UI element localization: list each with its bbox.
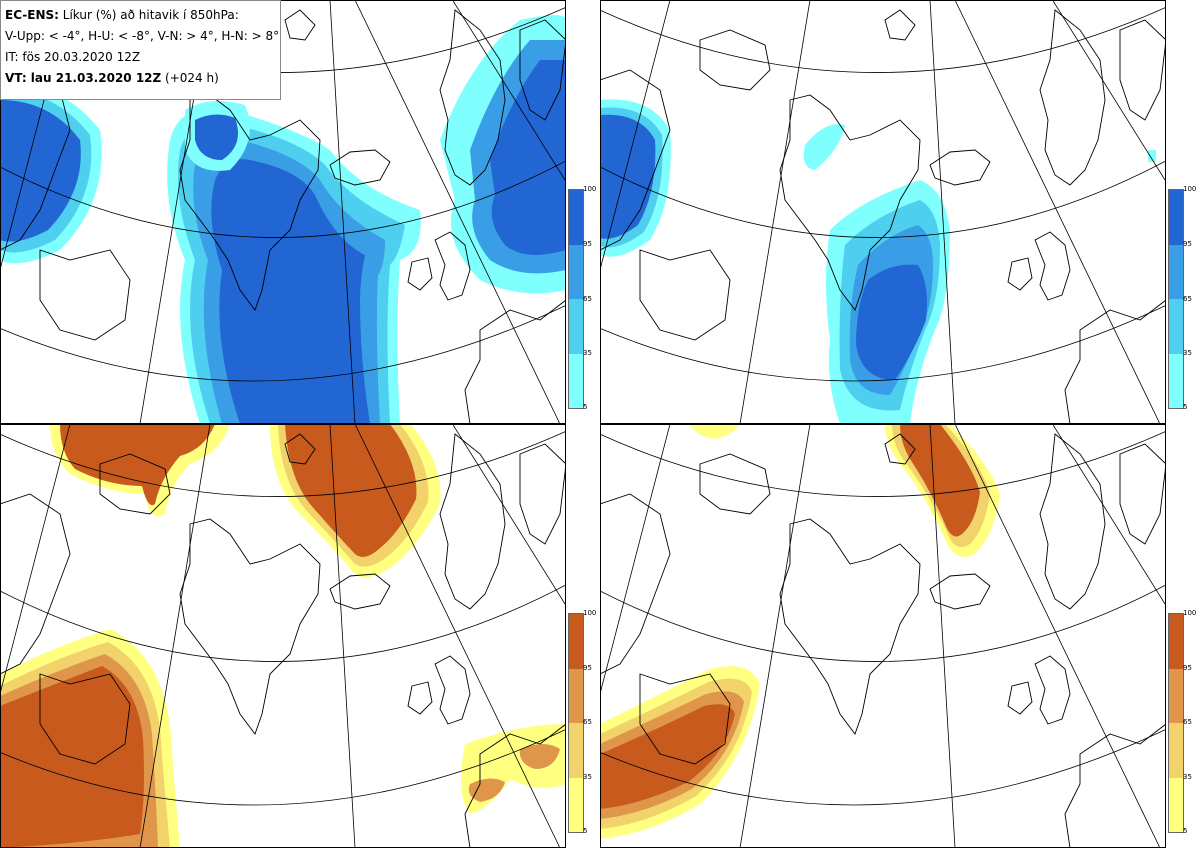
colorbar-warm-bottom-left — [568, 613, 584, 833]
cb-label-100: 100 — [583, 609, 597, 617]
cb-label-95: 95 — [1183, 240, 1192, 248]
cb-label-100: 100 — [1183, 609, 1197, 617]
colorbar-warm-bottom-right — [1168, 613, 1184, 833]
map-top-right — [600, 0, 1166, 424]
thresholds-text: V-Upp: < -4°, H-U: < -8°, V-N: > 4°, H-N… — [5, 29, 280, 43]
cb-label-5: 5 — [583, 827, 588, 835]
title-text: Líkur (%) að hitavik í 850hPa: — [58, 8, 239, 22]
info-title: EC-ENS: Líkur (%) að hitavik í 850hPa: — [5, 5, 276, 26]
initial-time-text: IT: fös 20.03.2020 12Z — [5, 50, 141, 64]
map-panel-bottom-right — [600, 424, 1166, 848]
warm-field-bottom-left — [0, 424, 566, 848]
map-panel-top-right — [600, 0, 1166, 424]
cb-label-100: 100 — [1183, 185, 1197, 193]
info-box: EC-ENS: Líkur (%) að hitavik í 850hPa: V… — [0, 0, 281, 100]
cb-label-95: 95 — [1183, 664, 1192, 672]
valid-time: VT: lau 21.03.2020 12Z (+024 h) — [5, 68, 276, 89]
cb-label-65: 65 — [583, 718, 592, 726]
cb-label-5: 5 — [1183, 403, 1188, 411]
cb-label-95: 95 — [583, 240, 592, 248]
map-bottom-left — [0, 424, 566, 848]
model-label: EC-ENS: — [5, 8, 59, 22]
colorbar-cold-top-left — [568, 189, 584, 409]
cold-field-top-left — [0, 15, 566, 424]
cb-label-100: 100 — [583, 185, 597, 193]
map-panel-top-left: EC-ENS: Líkur (%) að hitavik í 850hPa: V… — [0, 0, 566, 424]
cb-label-95: 95 — [583, 664, 592, 672]
cb-label-65: 65 — [1183, 295, 1192, 303]
map-panel-bottom-left — [0, 424, 566, 848]
map-bottom-right — [600, 424, 1166, 848]
cb-label-5: 5 — [1183, 827, 1188, 835]
colorbar-cold-top-right — [1168, 189, 1184, 409]
lead-time-text: (+024 h) — [161, 71, 219, 85]
cb-label-35: 35 — [1183, 349, 1192, 357]
cb-label-5: 5 — [583, 403, 588, 411]
cb-label-65: 65 — [583, 295, 592, 303]
cb-label-65: 65 — [1183, 718, 1192, 726]
cold-field-top-right — [600, 99, 1156, 424]
valid-time-label: VT: lau 21.03.2020 12Z — [5, 71, 162, 85]
cb-label-35: 35 — [583, 773, 592, 781]
map-top-left — [0, 0, 566, 424]
cb-label-35: 35 — [1183, 773, 1192, 781]
cb-label-35: 35 — [583, 349, 592, 357]
